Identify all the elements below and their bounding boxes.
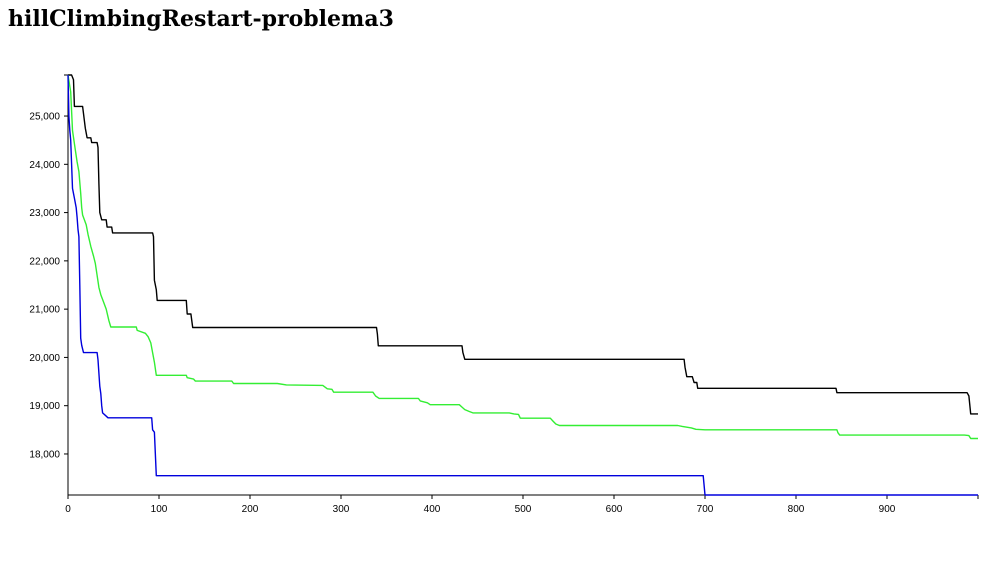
x-tick-label: 800 [788, 504, 805, 515]
x-tick-label: 200 [242, 504, 259, 515]
y-tick-label: 24,000 [29, 160, 60, 171]
x-tick-label: 700 [697, 504, 714, 515]
x-tick-label: 600 [606, 504, 623, 515]
y-tick-label: 22,000 [29, 256, 60, 267]
x-tick-label: 500 [515, 504, 532, 515]
y-tick-label: 25,000 [29, 112, 60, 123]
y-tick-label: 21,000 [29, 305, 60, 316]
chart-axes: 18,000 19,000 20,000 21,000 22,000 23,000 24,0… [29, 74, 979, 515]
series-line-3 [67, 74, 978, 496]
x-tick-label: 300 [333, 504, 350, 515]
x-tick-label: 0 [65, 504, 71, 515]
x-tick-label: 400 [424, 504, 441, 515]
y-tick-label: 19,000 [29, 401, 60, 412]
y-tick-label: 18,000 [29, 449, 60, 460]
y-tick-label: 20,000 [29, 353, 60, 364]
chart-series [67, 74, 978, 496]
series-line-2 [67, 74, 978, 440]
x-tick-label: 100 [151, 504, 168, 515]
chart-title: hillClimbingRestart-problema3 [8, 6, 394, 32]
x-tick-label: 900 [879, 504, 896, 515]
series-line-1 [68, 74, 978, 415]
y-tick-label: 23,000 [29, 208, 60, 219]
